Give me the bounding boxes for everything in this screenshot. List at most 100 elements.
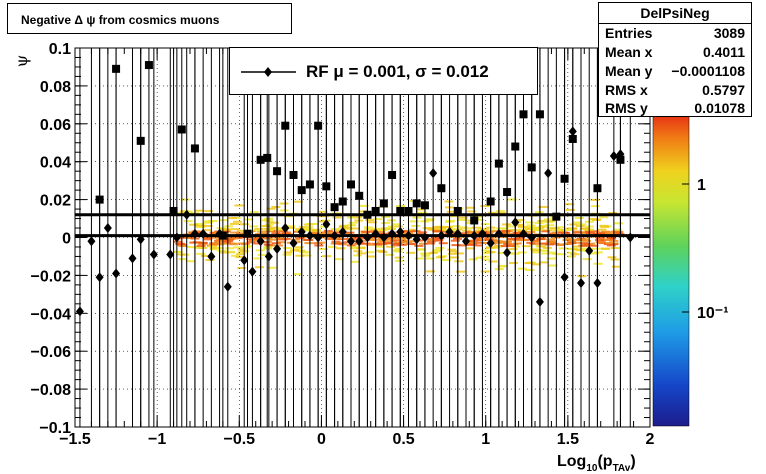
- square-marker: [519, 110, 528, 119]
- square-marker: [363, 210, 372, 219]
- square-marker: [568, 134, 577, 143]
- x-tick-label: 0.5: [392, 431, 414, 448]
- diamond-marker: [593, 277, 602, 288]
- diamond-marker: [314, 232, 323, 243]
- square-marker: [330, 203, 339, 212]
- diamond-marker: [626, 232, 635, 243]
- square-marker: [243, 229, 252, 238]
- diamond-marker: [519, 228, 528, 239]
- square-marker: [281, 121, 290, 130]
- square-marker: [95, 195, 104, 204]
- square-marker: [338, 197, 347, 206]
- colorbar-tick-label: 1: [697, 177, 706, 194]
- diamond-marker: [396, 226, 405, 237]
- legend-label: RF μ = 0.001, σ = 0.012: [306, 62, 489, 81]
- square-marker: [486, 197, 495, 206]
- diamond-marker: [363, 232, 372, 243]
- y-tick-label: 0.08: [40, 79, 71, 96]
- diamond-marker: [207, 251, 216, 262]
- diamond-marker: [338, 226, 347, 237]
- square-marker: [552, 212, 561, 221]
- y-tick-label: −0.06: [31, 344, 72, 361]
- title-box: Negative Δ ψ from cosmics muons: [7, 3, 292, 34]
- diamond-marker: [470, 230, 479, 241]
- diamond-marker: [412, 234, 421, 245]
- diamond-marker: [240, 255, 249, 266]
- square-marker: [616, 155, 625, 164]
- diamond-marker: [305, 230, 314, 241]
- square-marker: [256, 155, 265, 164]
- diamond-marker: [112, 268, 121, 279]
- square-marker: [190, 144, 199, 153]
- square-marker: [494, 159, 503, 168]
- diamond-marker: [462, 236, 470, 247]
- diamond-marker: [577, 277, 585, 288]
- diamond-marker: [478, 228, 487, 239]
- square-marker: [379, 199, 388, 208]
- square-marker: [453, 206, 462, 215]
- square-marker: [322, 182, 331, 191]
- diamond-marker: [87, 236, 96, 247]
- square-marker: [511, 142, 520, 151]
- stats-separator: [599, 23, 751, 24]
- legend: RF μ = 0.001, σ = 0.012: [229, 47, 538, 95]
- legend-marker: [241, 67, 296, 77]
- diamond-marker: [486, 238, 495, 249]
- stats-histogram-name: DelPsiNeg: [640, 5, 710, 21]
- diamond-marker: [494, 228, 503, 239]
- y-tick-label: −0.04: [31, 306, 72, 323]
- y-tick-label: 0.02: [40, 193, 71, 210]
- diamond-marker: [445, 226, 454, 237]
- stats-row-rms-y: RMS y 0.01078: [605, 100, 745, 116]
- square-marker: [273, 167, 282, 176]
- x-tick-label: 2: [646, 431, 655, 448]
- diamond-marker: [264, 251, 273, 262]
- diamond-marker: [355, 236, 364, 247]
- y-tick-label: 0.04: [40, 155, 71, 172]
- diamond-marker: [289, 238, 298, 249]
- y-tick-label: 0.06: [40, 117, 71, 134]
- square-marker: [289, 170, 298, 179]
- square-marker: [404, 206, 413, 215]
- square-marker: [112, 64, 121, 73]
- square-marker: [347, 180, 355, 189]
- diamond-marker: [511, 217, 520, 228]
- colorbar-tick-label: 10⁻¹: [697, 305, 729, 322]
- diamond-marker: [527, 232, 536, 243]
- diamond-marker: [256, 236, 265, 247]
- diamond-marker: [503, 247, 512, 258]
- diamond-marker: [535, 296, 544, 307]
- diamond-marker: [347, 236, 355, 247]
- square-marker: [470, 216, 479, 225]
- square-marker: [535, 110, 544, 119]
- colorbar: [652, 114, 690, 427]
- chart-title: Negative Δ ψ from cosmics muons: [21, 13, 220, 27]
- y-tick-label: −0.08: [31, 382, 72, 399]
- square-marker: [396, 206, 405, 215]
- diamond-marker: [223, 281, 232, 292]
- x-tick-label: 1: [481, 431, 490, 448]
- diamond-marker: [166, 249, 175, 260]
- stats-row-mean-y: Mean y −0.0001108: [605, 63, 745, 79]
- diamond-marker: [215, 228, 224, 239]
- diamond-marker: [330, 230, 339, 241]
- x-tick-label: −1: [148, 431, 166, 448]
- square-marker: [136, 136, 145, 145]
- square-marker: [371, 206, 380, 215]
- square-marker: [144, 61, 153, 70]
- diamond-marker: [182, 209, 191, 220]
- x-tick-label: 0: [317, 431, 326, 448]
- square-marker: [412, 199, 421, 208]
- square-marker: [503, 188, 512, 197]
- y-tick-labels: −0.1 −0.08 −0.06 −0.04 −0.02 0 0.02 0.04 0.06 0.0…: [31, 41, 72, 437]
- square-marker: [297, 186, 306, 195]
- square-marker: [560, 174, 569, 183]
- diamond-marker: [379, 232, 388, 243]
- square-marker: [305, 180, 314, 189]
- diamond-marker: [616, 149, 625, 160]
- stats-row-entries: Entries 3089: [605, 25, 745, 41]
- diamond-marker: [172, 232, 181, 243]
- x-axis-label: Log10(pTAv): [557, 453, 636, 474]
- diamond-marker: [95, 272, 104, 283]
